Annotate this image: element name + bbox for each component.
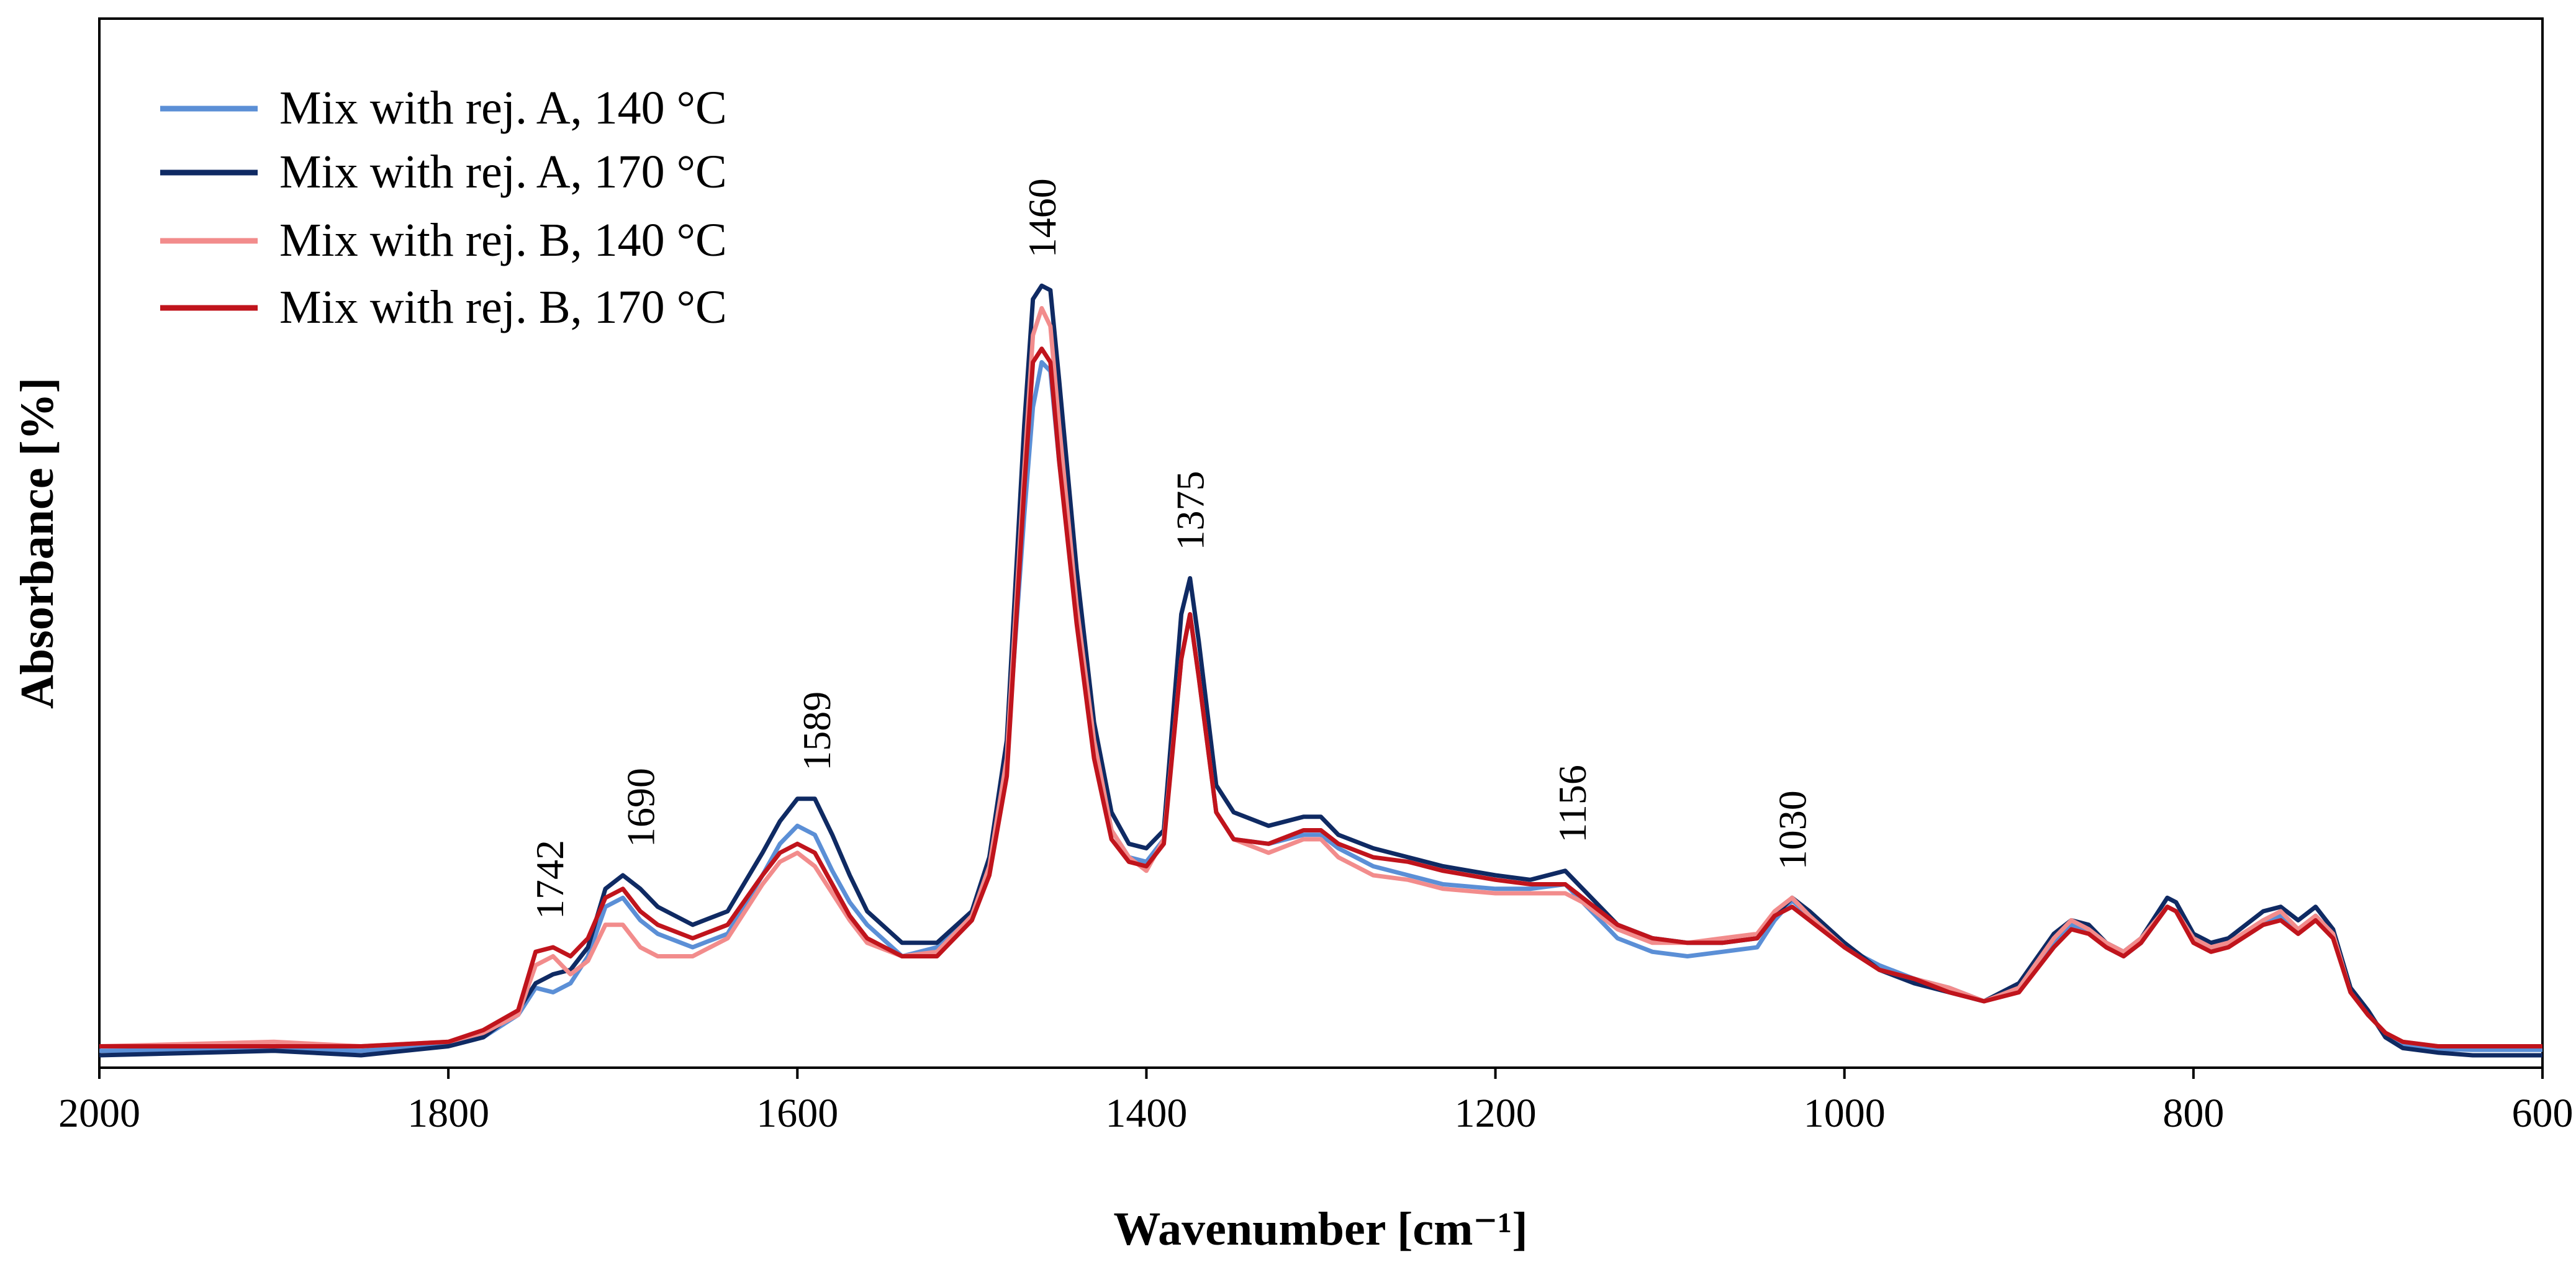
x-tick-label-600: 600 xyxy=(2512,1091,2574,1136)
legend: Mix with rej. A, 140 °C Mix with rej. A,… xyxy=(160,82,727,333)
legend-label-b170: Mix with rej. B, 170 °C xyxy=(279,281,727,333)
legend-label-b140: Mix with rej. B, 140 °C xyxy=(279,214,727,266)
x-axis-title: Wavenumber [cm⁻¹] xyxy=(1113,1203,1527,1255)
plot-area-frame xyxy=(98,17,2544,1069)
peak-label-6: 1030 xyxy=(1770,790,1814,870)
peak-label-2: 1589 xyxy=(795,692,839,771)
peak-label-4: 1375 xyxy=(1168,471,1213,551)
x-tick-label-2000: 2000 xyxy=(58,1091,140,1136)
legend-label-a140: Mix with rej. A, 140 °C xyxy=(279,82,727,134)
series-line-2 xyxy=(99,306,2542,1048)
x-tick-label-1800: 1800 xyxy=(407,1091,489,1136)
legend-label-a170: Mix with rej. A, 170 °C xyxy=(279,146,727,198)
peak-annotations: 1742 1690 1589 1460 1375 1156 1030 xyxy=(528,178,1814,919)
x-tick-label-1200: 1200 xyxy=(1455,1091,1537,1136)
peak-label-5: 1156 xyxy=(1550,765,1594,843)
x-tick-label-1000: 1000 xyxy=(1804,1091,1886,1136)
x-tick-label-1400: 1400 xyxy=(1105,1091,1187,1136)
series-line-1 xyxy=(99,283,2542,1058)
series-line-0 xyxy=(99,360,2542,1053)
peak-label-0: 1742 xyxy=(528,840,572,919)
x-tick-label-1600: 1600 xyxy=(756,1091,838,1136)
peak-label-3: 1460 xyxy=(1020,178,1064,258)
x-axis-ticks: 2000 1800 1600 1400 1200 1000 800 600 xyxy=(58,1068,2574,1136)
x-tick-label-800: 800 xyxy=(2162,1091,2224,1136)
y-axis-title: Absorbance [%] xyxy=(11,377,63,709)
series-layer xyxy=(99,283,2542,1058)
series-line-3 xyxy=(99,346,2542,1048)
peak-label-1: 1690 xyxy=(618,768,662,847)
